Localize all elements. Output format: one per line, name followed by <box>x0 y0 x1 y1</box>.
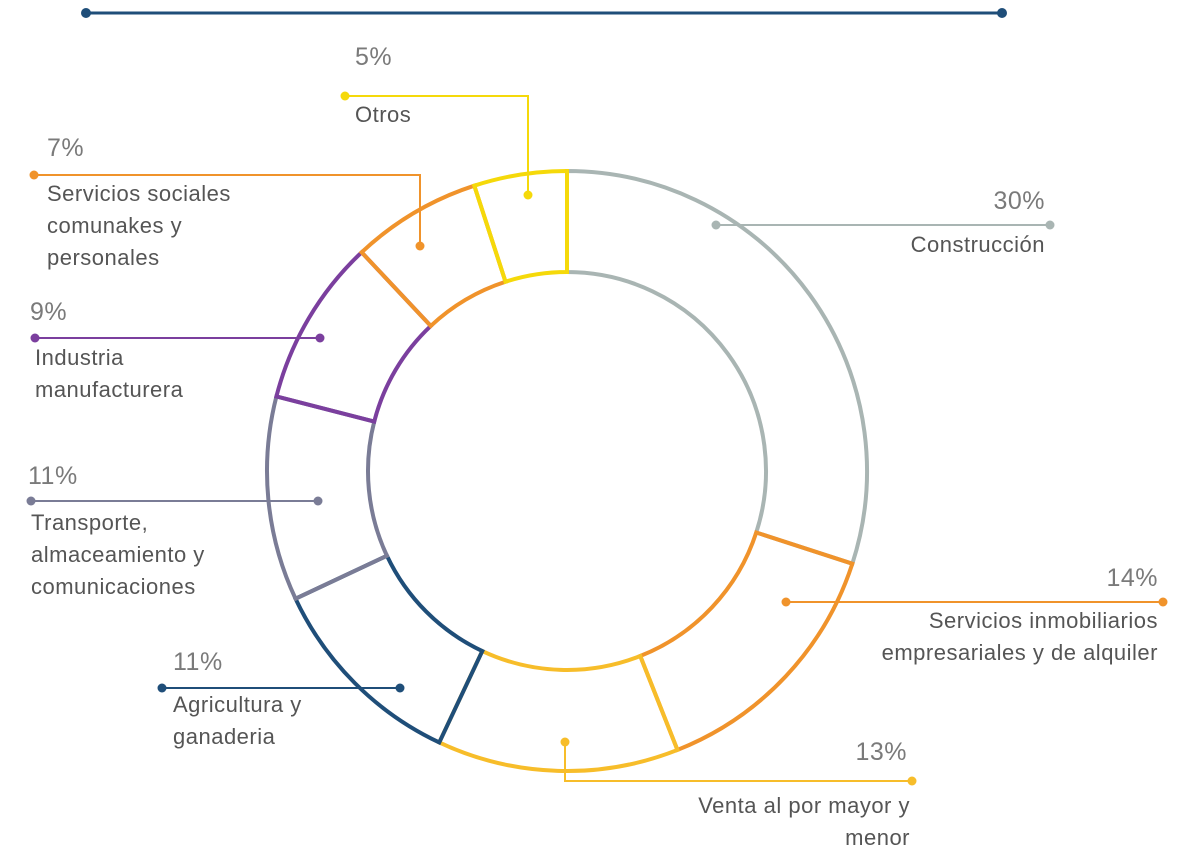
leader-dot <box>523 190 533 200</box>
leader-dot <box>29 170 39 180</box>
donut-segment <box>637 529 855 753</box>
category-label: Agricultura y ganaderia <box>173 692 302 749</box>
leader-dot <box>313 496 323 506</box>
category-label: Servicios inmobiliarios empresariales y … <box>881 608 1158 665</box>
donut-segment <box>265 393 390 602</box>
percent-label: 14% <box>1106 564 1158 592</box>
leader-dot <box>26 496 36 506</box>
percent-label: 13% <box>855 738 907 766</box>
category-label: Transporte, almaceamiento y comunicacion… <box>31 510 205 599</box>
leader-dot <box>781 597 791 607</box>
leader-dot <box>315 333 325 343</box>
donut-segment <box>358 183 509 329</box>
leader-dot <box>560 737 570 747</box>
category-label: Otros <box>355 102 412 127</box>
leader-dot <box>1045 220 1055 230</box>
leader-line <box>34 174 421 246</box>
leader-line <box>345 95 529 195</box>
leader-dot <box>415 241 425 251</box>
category-label: Servicios sociales comunakes y personale… <box>47 181 231 270</box>
category-label: Venta al por mayor y menor <box>698 793 910 850</box>
percent-label: 11% <box>173 648 223 676</box>
leader-line <box>564 742 912 782</box>
leader-dot <box>395 683 405 693</box>
percent-label: 11% <box>28 462 78 490</box>
donut-segment <box>565 168 869 567</box>
donut-segment <box>471 168 569 285</box>
leader-dot <box>30 333 40 343</box>
leader-dot <box>340 91 350 101</box>
percent-label: 9% <box>30 298 68 326</box>
percent-label: 7% <box>47 134 85 162</box>
leader-dot <box>711 220 721 230</box>
leader-dot <box>157 683 167 693</box>
leader-dot <box>1158 597 1168 607</box>
rule-dot <box>997 8 1007 18</box>
percent-label: 30% <box>993 187 1045 215</box>
category-label: Industria manufacturera <box>35 345 184 402</box>
percent-label: 5% <box>355 43 393 71</box>
category-label: Construcción <box>910 232 1045 257</box>
donut-segment <box>273 249 434 424</box>
leader-dot <box>907 776 917 786</box>
rule-dot <box>81 8 91 18</box>
